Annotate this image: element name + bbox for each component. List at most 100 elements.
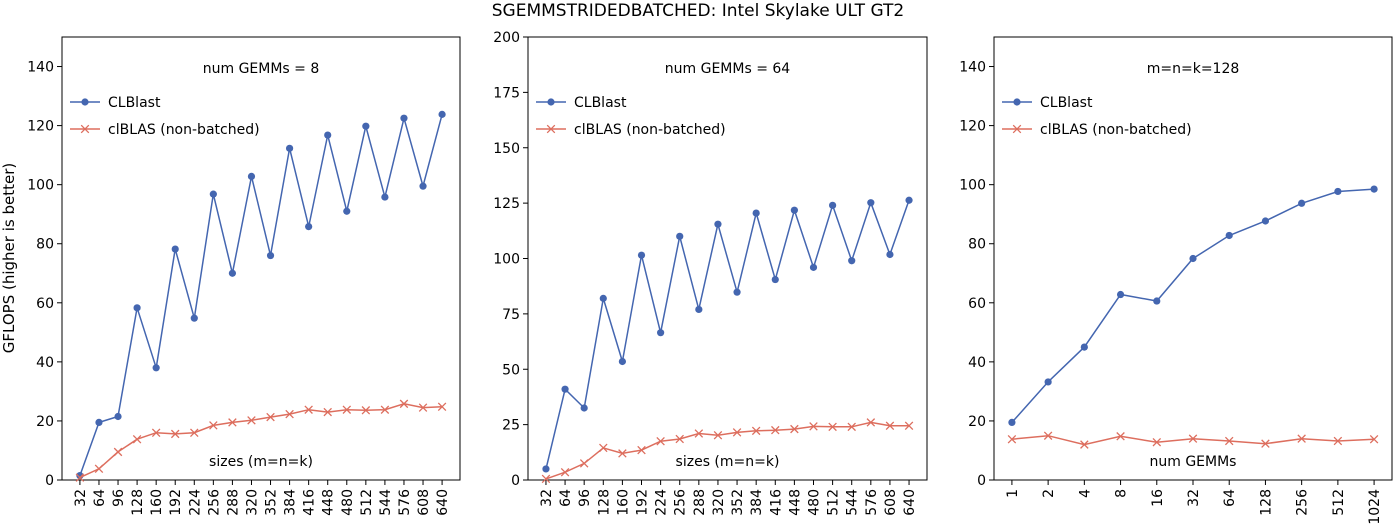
data-point-clblas [209, 421, 218, 430]
y-tick-label: 25 [502, 418, 520, 434]
legend-label-clblas: clBLAS (non-batched) [108, 122, 260, 138]
series-line-clblas [1011, 434, 1375, 446]
data-point-clblas [113, 447, 123, 457]
x-tick-label: 160 [615, 489, 631, 516]
y-tick-label: 80 [36, 237, 54, 253]
legend-marker-clblas [546, 124, 556, 134]
data-point-clblas [866, 418, 876, 427]
data-point-clblast [1225, 231, 1233, 240]
data-point-clblas [1261, 439, 1270, 448]
data-point-clblas [599, 443, 608, 453]
legend-marker-clblast [1013, 98, 1021, 106]
data-point-clblas [418, 403, 428, 412]
x-tick-label: 32 [1186, 489, 1202, 507]
y-tick-label: 120 [959, 119, 986, 135]
x-tick-label: 96 [111, 489, 127, 507]
data-point-clblast [733, 288, 741, 296]
data-point-clblast [1334, 187, 1342, 196]
data-point-clblast [886, 250, 894, 259]
data-point-clblas [247, 416, 256, 425]
x-tick-label: 608 [416, 489, 432, 516]
x-tick-label: 512 [826, 489, 842, 516]
data-point-clblas [637, 445, 646, 455]
data-point-clblas [828, 422, 837, 432]
data-point-clblast [618, 357, 626, 366]
x-tick-label: 416 [302, 489, 318, 516]
data-point-clblast [561, 385, 569, 393]
x-tick-label: 512 [1331, 489, 1347, 516]
data-point-clblas [1080, 440, 1089, 449]
data-point-clblas [1297, 434, 1306, 443]
legend-label-clblast: CLBlast [108, 95, 161, 111]
data-point-clblast [1116, 290, 1125, 299]
panel-num-gemms-8: 0 20 40 60 80 100 120 140 32 64 96 128 160 192 224 256 2… [27, 36, 461, 516]
data-point-clblas [151, 428, 161, 438]
data-point-clblas [904, 421, 914, 430]
x-tick-label: 8 [1114, 489, 1130, 498]
x-tick-label: 256 [206, 489, 222, 516]
series-line-clblast [1011, 188, 1375, 423]
data-point-clblast [1008, 418, 1016, 427]
data-point-clblas [1224, 436, 1234, 446]
y-tick-label: 100 [959, 178, 986, 194]
data-point-clblast [381, 193, 389, 201]
panel-num-gemms-64: 0 25 50 75 100 125 150 175 200 32 64 96 128 160 192 224… [493, 30, 928, 516]
x-axis-label: sizes (m=n=k) [209, 454, 313, 470]
data-point-clblast [657, 329, 665, 337]
x-tick-label: 576 [397, 489, 413, 516]
plot-frame [61, 36, 461, 481]
data-point-clblast [599, 294, 607, 302]
x-tick-label: 608 [883, 489, 899, 516]
data-point-clblast [209, 190, 217, 198]
data-point-clblast [190, 314, 198, 322]
legend-marker-clblast [81, 98, 89, 106]
y-tick-label: 125 [493, 196, 520, 212]
data-point-clblas [75, 473, 85, 482]
data-point-clblas [228, 418, 237, 427]
x-tick-label: 512 [359, 489, 375, 516]
data-point-clblast [1298, 199, 1306, 207]
data-point-clblast [324, 131, 332, 139]
data-point-clblast [133, 304, 141, 312]
data-point-clblast [1044, 378, 1052, 386]
data-point-clblas [713, 430, 723, 440]
x-tick-label: 544 [845, 489, 861, 516]
data-point-clblast [362, 122, 370, 130]
data-point-clblas [790, 424, 799, 434]
x-tick-label: 320 [711, 489, 727, 516]
x-tick-label: 2 [1041, 489, 1057, 498]
data-point-clblast [790, 206, 798, 214]
x-tick-label: 640 [902, 489, 918, 516]
x-tick-label: 288 [225, 489, 241, 516]
series-line-clblast [79, 114, 443, 476]
x-tick-label: 1024 [1367, 489, 1383, 525]
legend-marker-clblas [1012, 124, 1022, 134]
x-tick-label: 480 [340, 489, 356, 516]
x-tick-label: 128 [130, 489, 146, 516]
x-tick-label: 448 [787, 489, 803, 516]
y-tick-label: 120 [27, 119, 54, 135]
x-tick-label: 480 [806, 489, 822, 516]
legend-label-clblast: CLBlast [574, 95, 627, 111]
y-tick-label: 140 [27, 60, 54, 76]
data-point-clblast [1153, 297, 1161, 305]
data-point-clblast [171, 245, 179, 253]
y-tick-label: 100 [27, 178, 54, 194]
data-point-clblast [438, 110, 446, 118]
data-point-clblas [541, 474, 551, 484]
y-tick-label: 60 [36, 296, 54, 312]
data-point-clblas [751, 426, 761, 436]
data-point-clblas [132, 434, 142, 444]
data-point-clblas [694, 429, 704, 438]
data-point-clblas [437, 402, 447, 412]
y-tick-label: 0 [511, 473, 520, 489]
x-tick-label: 320 [244, 489, 260, 516]
data-point-clblas [1369, 434, 1379, 444]
legend-marker-clblast [547, 98, 555, 106]
y-tick-label: 40 [968, 355, 986, 371]
x-axis-label: sizes (m=n=k) [676, 454, 780, 470]
y-tick-label: 175 [493, 85, 520, 101]
x-tick-label: 256 [673, 489, 689, 516]
x-axis-label: num GEMMs [1150, 454, 1237, 470]
x-tick-label: 288 [692, 489, 708, 516]
